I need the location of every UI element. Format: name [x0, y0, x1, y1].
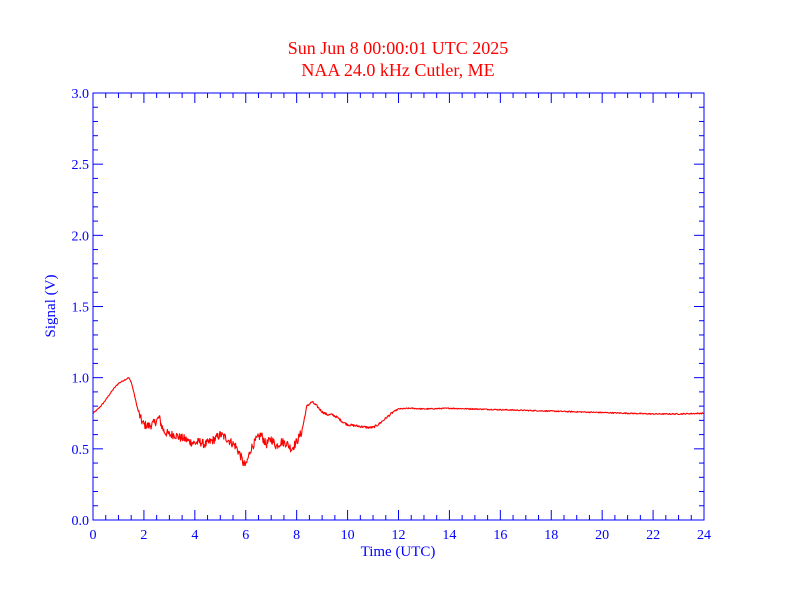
x-axis-label: Time (UTC): [361, 544, 436, 560]
axis-ticks: [92, 92, 705, 521]
x-tick-label: 24: [697, 528, 711, 543]
y-axis-label: Signal (V): [43, 275, 59, 338]
x-tick-label: 22: [646, 528, 660, 543]
x-tick-label: 8: [293, 528, 300, 543]
x-tick-label: 10: [341, 528, 355, 543]
y-tick-label: 0.0: [72, 514, 90, 529]
x-tick-label: 12: [392, 528, 406, 543]
x-tick-label: 18: [544, 528, 558, 543]
chart-title-line-2: NAA 24.0 kHz Cutler, ME: [301, 60, 494, 80]
y-tick-label: 3.0: [72, 87, 90, 102]
chart-title-line-1: Sun Jun 8 00:00:01 UTC 2025: [288, 38, 509, 58]
x-tick-label: 20: [595, 528, 609, 543]
y-tick-label: 0.5: [72, 443, 90, 458]
x-tick-label: 0: [90, 528, 97, 543]
y-tick-label: 1.0: [72, 372, 90, 387]
y-tick-label: 2.5: [72, 158, 90, 173]
x-tick-label: 2: [140, 528, 147, 543]
y-tick-label: 2.0: [72, 229, 90, 244]
x-tick-label: 6: [242, 528, 249, 543]
x-tick-label: 16: [493, 528, 507, 543]
plot-frame: [92, 92, 705, 521]
y-tick-label: 1.5: [72, 301, 90, 316]
x-tick-label: 4: [191, 528, 198, 543]
tick-labels: 0 2 4 6 8 10 12 14 16 18 20 22 240.00.51.01.52.02.53…: [72, 87, 712, 543]
series-line: [92, 377, 705, 467]
x-tick-label: 14: [442, 528, 456, 543]
